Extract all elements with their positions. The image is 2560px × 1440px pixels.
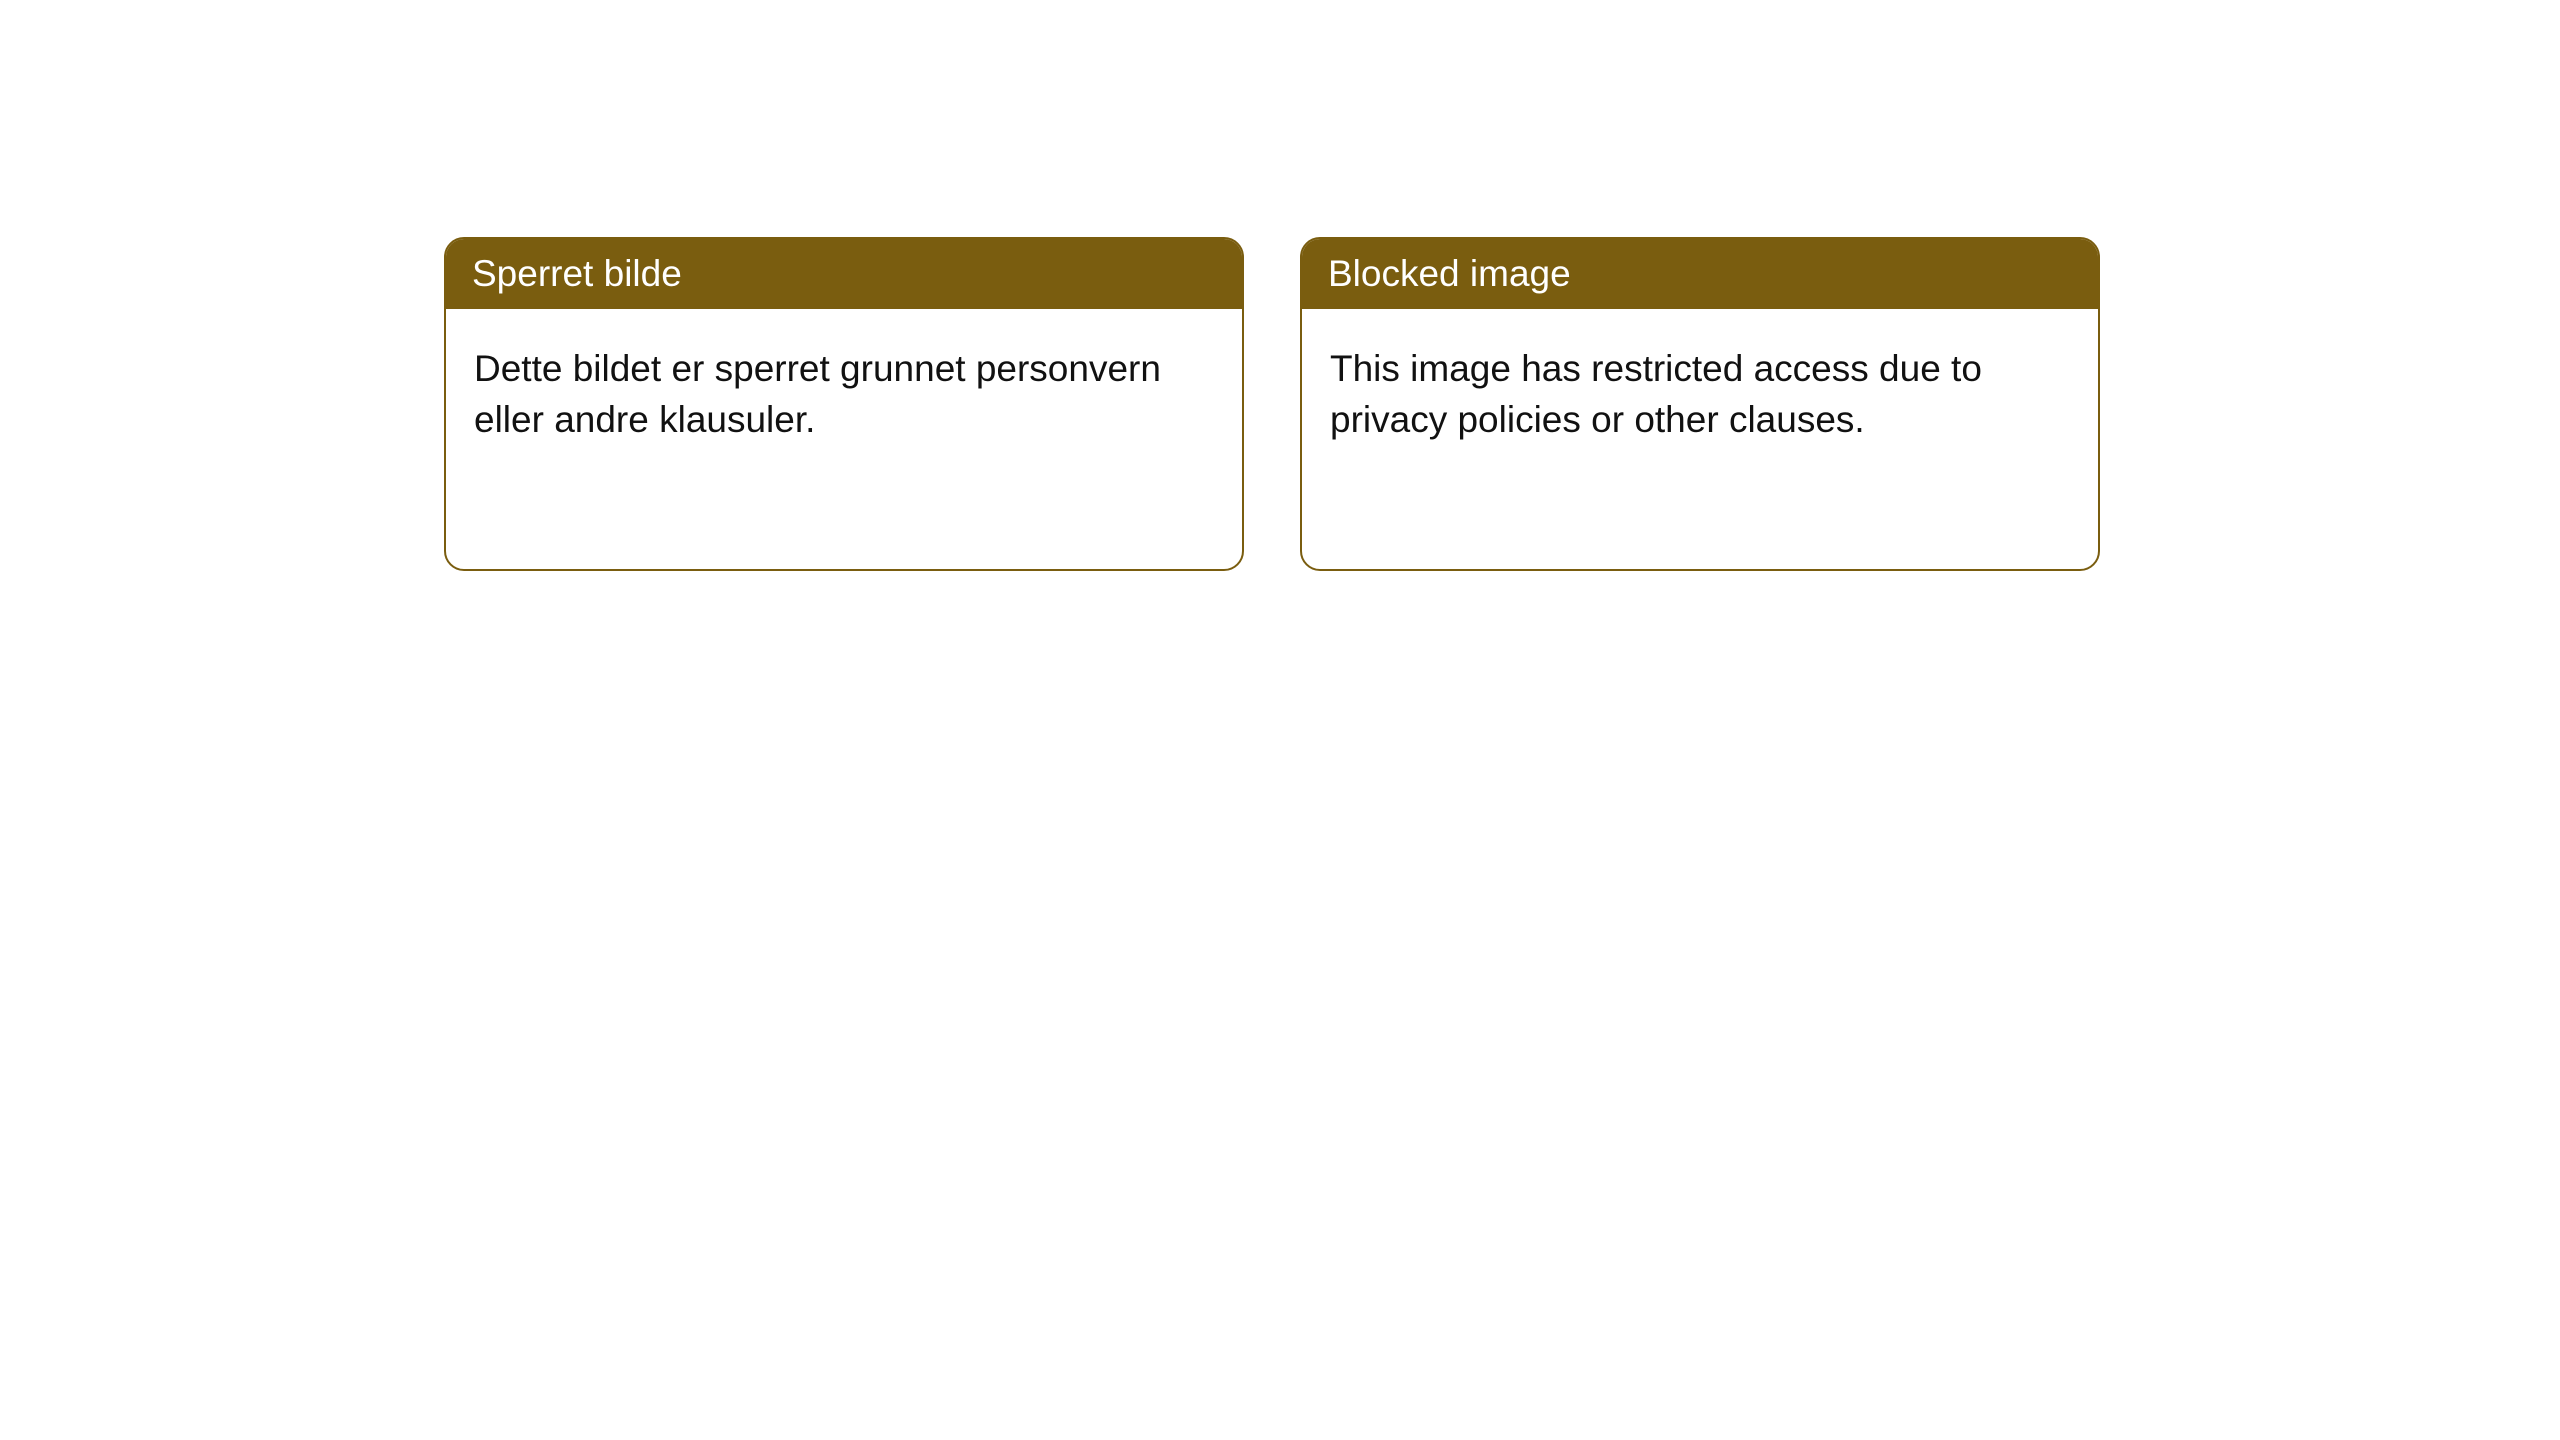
card-header: Blocked image	[1302, 239, 2098, 309]
card-body: Dette bildet er sperret grunnet personve…	[446, 309, 1242, 479]
card-body: This image has restricted access due to …	[1302, 309, 2098, 479]
card-header: Sperret bilde	[446, 239, 1242, 309]
card-body-text: This image has restricted access due to …	[1330, 348, 1982, 440]
blocked-image-card-no: Sperret bilde Dette bildet er sperret gr…	[444, 237, 1244, 571]
card-title: Sperret bilde	[472, 253, 682, 294]
cards-row: Sperret bilde Dette bildet er sperret gr…	[0, 0, 2560, 571]
card-body-text: Dette bildet er sperret grunnet personve…	[474, 348, 1161, 440]
blocked-image-card-en: Blocked image This image has restricted …	[1300, 237, 2100, 571]
card-title: Blocked image	[1328, 253, 1571, 294]
